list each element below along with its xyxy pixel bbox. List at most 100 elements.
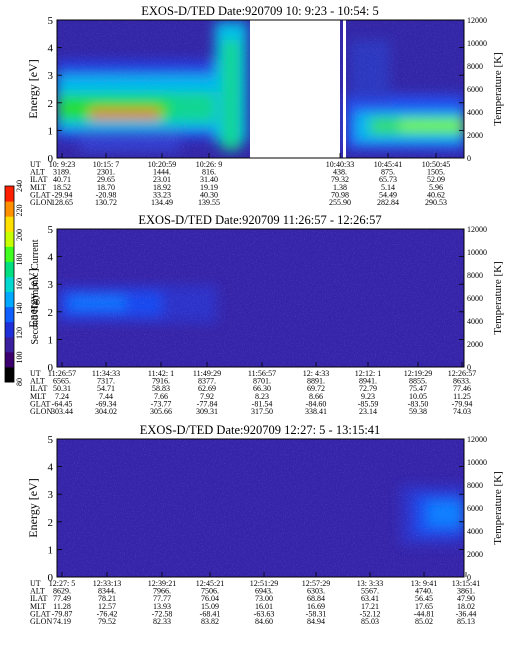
table-cell: 10:50:45 [422, 160, 450, 169]
panel-1: EXOS-D/TED Date:920709 10: 9:23 - 10:54:… [26, 4, 504, 207]
table-cell: 18.52 [53, 183, 71, 192]
y2-axis-label: Temperature [K] [492, 52, 504, 125]
table-cell: 8344. [98, 587, 116, 596]
table-cell: 23.14 [359, 407, 377, 416]
table-cell: 10:45:41 [374, 160, 402, 169]
table-cell: 40.71 [53, 175, 71, 184]
table-cell: 11.28 [53, 602, 71, 611]
table-cell: -29.94 [52, 190, 73, 199]
table-cell: 76.04 [201, 594, 219, 603]
colorbar-swatch [5, 216, 14, 232]
table-cell: 7317. [97, 377, 115, 386]
table-cell: 77.46 [453, 384, 471, 393]
table-cell: 338.41 [305, 407, 327, 416]
table-cell: 134.49 [151, 198, 173, 207]
table-cell: 74.03 [453, 407, 471, 416]
table-cell: 63.41 [361, 594, 379, 603]
table-cell: 12:39:21 [148, 579, 176, 588]
table-cell: 40.62 [427, 190, 445, 199]
table-cell: 18.70 [97, 183, 115, 192]
row-label: UT [30, 579, 41, 588]
table-cell: 17.21 [361, 602, 379, 611]
table-cell: 12:27: 5 [49, 579, 75, 588]
colorbar-tick-label: 140 [15, 303, 24, 315]
table-cell: 85.13 [457, 617, 475, 626]
panel-2: EXOS-D/TED Date:920709 11:26:57 - 12:26:… [26, 213, 504, 416]
y-tick-label: 4 [48, 252, 54, 264]
table-cell: 8377. [198, 377, 216, 386]
row-label: ALT [30, 168, 45, 177]
colorbar-swatch [5, 306, 14, 323]
table-cell: 82.33 [153, 617, 171, 626]
table-cell: -69.34 [96, 399, 117, 408]
table-cell: 5567. [361, 587, 379, 596]
panel-2-title: EXOS-D/TED Date:920709 11:26:57 - 12:26:… [138, 213, 381, 227]
table-cell: 59.38 [409, 407, 427, 416]
y-tick-label: 2 [48, 98, 54, 110]
table-cell: 65.73 [379, 175, 397, 184]
y2-tick-label: 4000 [467, 527, 483, 536]
table-cell: 6943. [255, 587, 273, 596]
table-cell: 7506. [201, 587, 219, 596]
row-label: GLON [30, 198, 52, 207]
row-label: GLAT [30, 190, 51, 199]
y2-tick-label: 12000 [467, 225, 487, 234]
row-label: GLON [30, 407, 52, 416]
table-cell: 62.69 [198, 384, 216, 393]
table-cell: -64.45 [52, 399, 73, 408]
table-cell: 1.38 [333, 183, 347, 192]
table-cell: 12: 4:33 [303, 369, 329, 378]
table-cell: 18.02 [457, 602, 475, 611]
panel-2-orbit-table: UTALTILATMLTGLATGLON11:26:576565.50.317.… [30, 362, 476, 416]
y2-tick-label: 10000 [467, 39, 487, 48]
table-cell: 75.47 [409, 384, 427, 393]
table-cell: -44.81 [414, 609, 435, 618]
table-cell: 69.72 [307, 384, 325, 393]
table-cell: 13.93 [153, 602, 171, 611]
table-cell: 84.94 [307, 617, 325, 626]
row-label: GLAT [30, 399, 51, 408]
panel-1-axes: 0 1 2 3 4 5 Energy [eV] 0 2000 4000 6000 8000 10000 1… [26, 15, 504, 165]
table-cell: -68.41 [200, 609, 221, 618]
table-cell: 11:49:29 [193, 369, 221, 378]
table-cell: 16.01 [255, 602, 273, 611]
table-cell: 54.71 [97, 384, 115, 393]
y-tick-label: 3 [48, 70, 54, 82]
colorbar-swatch [5, 201, 14, 217]
y2-tick-label: 10000 [467, 248, 487, 257]
table-cell: -20.98 [96, 190, 117, 199]
table-cell: 10.05 [409, 392, 427, 401]
table-cell: 255.90 [329, 198, 351, 207]
table-cell: 7.92 [200, 392, 214, 401]
table-cell: 130.72 [95, 198, 117, 207]
row-label: ILAT [30, 175, 47, 184]
table-cell: 8941. [359, 377, 377, 386]
table-cell: 7.24 [55, 392, 69, 401]
table-cell: 8629. [53, 587, 71, 596]
table-cell: 10:20:59 [148, 160, 176, 169]
panel-3-title: EXOS-D/TED Date:920709 12:27: 5 - 13:15:… [140, 423, 381, 437]
y-tick-label: 1 [48, 125, 54, 137]
table-cell: 128.65 [51, 198, 73, 207]
table-cell: 54.49 [379, 190, 397, 199]
table-cell: 10:40:33 [326, 160, 354, 169]
y-tick-label: 2 [48, 307, 54, 319]
table-cell: -36.44 [456, 609, 477, 618]
table-cell: 1444. [153, 168, 171, 177]
colorbar-ticks: 80 100 120 140 160 180 200 220 240 [15, 180, 24, 386]
y-axis-label: Energy [eV] [26, 478, 40, 537]
panel-1-heatmap [57, 20, 464, 158]
colorbar-swatch [5, 321, 14, 338]
y-tick-label: 3 [48, 279, 54, 291]
table-cell: 7.66 [154, 392, 168, 401]
table-cell: 6565. [53, 377, 71, 386]
y-tick-label: 4 [48, 462, 54, 474]
table-cell: 8.23 [255, 392, 269, 401]
row-label: ALT [30, 377, 45, 386]
table-cell: -81.54 [252, 399, 273, 408]
table-cell: 8855. [409, 377, 427, 386]
table-cell: 10: 9:23 [49, 160, 75, 169]
table-cell: -79.87 [52, 609, 73, 618]
